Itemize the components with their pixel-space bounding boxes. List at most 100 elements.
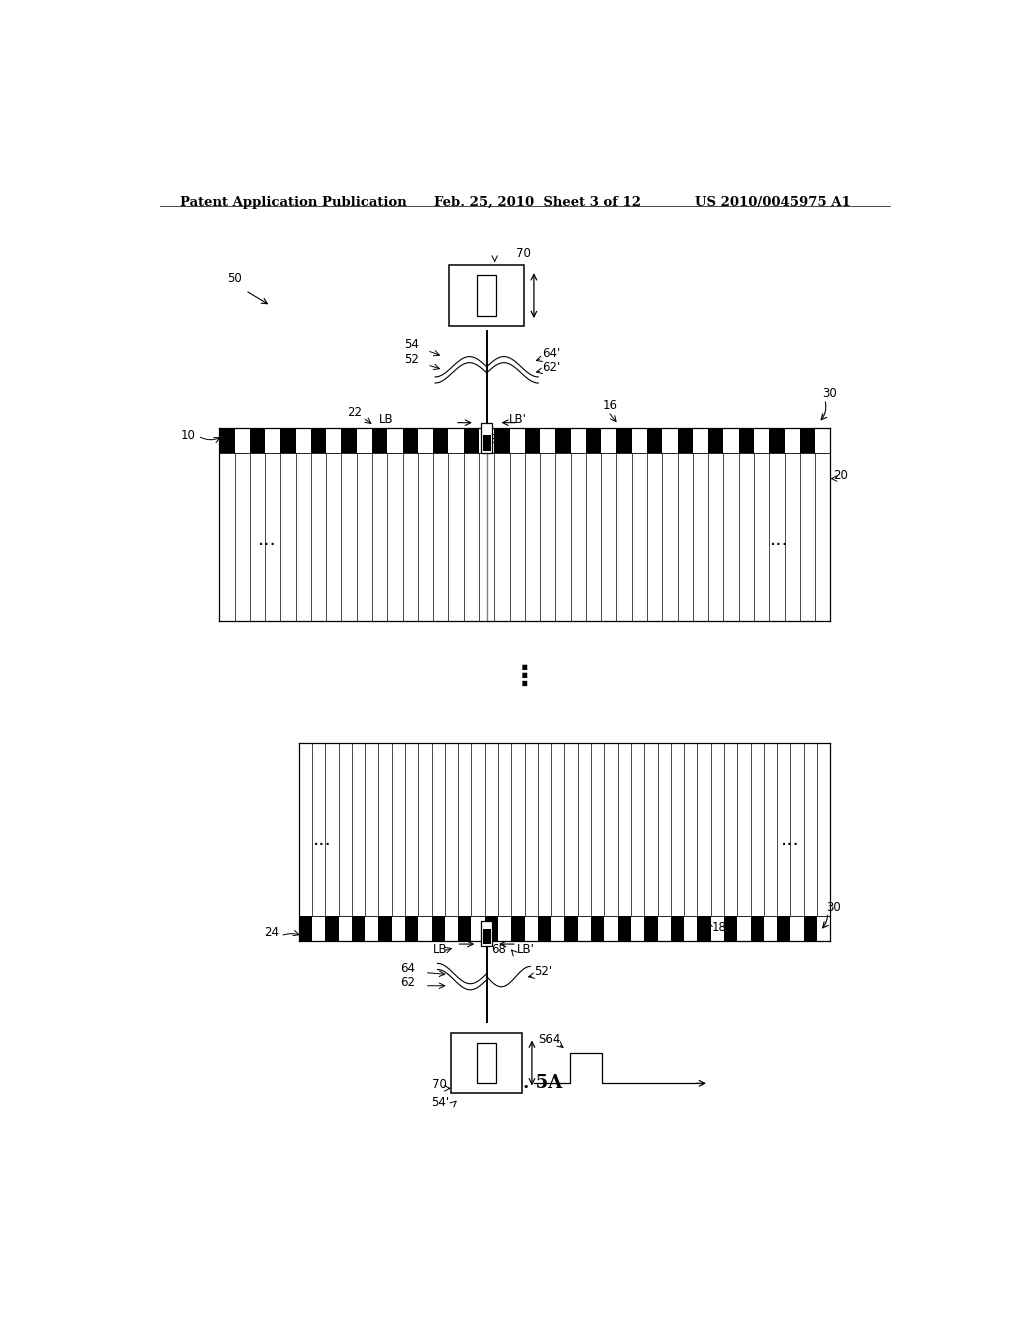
Text: 24: 24 <box>264 925 279 939</box>
Text: 52': 52' <box>535 965 553 978</box>
Bar <box>538 916 551 941</box>
Bar <box>671 916 684 941</box>
Bar <box>219 428 234 453</box>
Bar <box>311 428 327 453</box>
Bar <box>647 428 663 453</box>
Bar <box>444 916 458 941</box>
Bar <box>693 428 709 453</box>
Bar <box>586 428 601 453</box>
Bar <box>711 916 724 941</box>
Text: LB: LB <box>433 944 447 956</box>
Text: 70: 70 <box>516 247 531 260</box>
Bar <box>449 428 464 453</box>
Bar <box>737 916 751 941</box>
Bar <box>366 916 379 941</box>
Text: 70: 70 <box>432 1078 447 1092</box>
Bar <box>477 276 497 315</box>
Text: 52: 52 <box>404 352 419 366</box>
Text: S64: S64 <box>539 1032 561 1045</box>
Bar <box>339 916 352 941</box>
Text: LB: LB <box>379 413 393 425</box>
Text: Feb. 25, 2010  Sheet 3 of 12: Feb. 25, 2010 Sheet 3 of 12 <box>433 195 641 209</box>
Bar <box>791 916 804 941</box>
Text: 62': 62' <box>543 360 560 374</box>
Bar <box>764 916 777 941</box>
Bar <box>404 916 418 941</box>
Bar <box>481 921 493 946</box>
Bar <box>800 428 815 453</box>
Bar <box>564 916 578 941</box>
Bar <box>418 916 431 941</box>
Text: LB': LB' <box>517 944 535 956</box>
Bar <box>387 428 402 453</box>
Bar <box>769 428 784 453</box>
Bar <box>510 428 525 453</box>
Bar <box>372 428 387 453</box>
Text: 54': 54' <box>431 1096 450 1109</box>
Bar <box>451 1032 522 1093</box>
Text: ⋮: ⋮ <box>511 663 539 690</box>
Bar <box>524 916 538 941</box>
Bar <box>591 916 604 941</box>
Text: 30: 30 <box>826 900 841 913</box>
Text: 64': 64' <box>543 347 560 359</box>
Bar <box>617 916 631 941</box>
Text: 10: 10 <box>180 429 196 442</box>
Bar <box>616 428 632 453</box>
Bar <box>495 428 510 453</box>
Bar <box>482 434 490 451</box>
Bar <box>524 428 540 453</box>
Text: LB': LB' <box>509 413 526 425</box>
Text: 16: 16 <box>602 400 617 412</box>
Text: 68: 68 <box>482 433 498 446</box>
Bar <box>751 916 764 941</box>
Bar <box>402 428 418 453</box>
Bar <box>724 916 737 941</box>
Bar <box>312 916 326 941</box>
Bar <box>555 428 570 453</box>
Bar <box>484 916 498 941</box>
Bar <box>477 1043 497 1084</box>
Text: 64: 64 <box>400 961 416 974</box>
Bar <box>498 916 511 941</box>
Text: Patent Application Publication: Patent Application Publication <box>179 195 407 209</box>
Bar <box>327 428 341 453</box>
Bar <box>299 743 830 941</box>
Bar <box>784 428 800 453</box>
Bar <box>458 916 471 941</box>
Bar <box>663 428 678 453</box>
Bar <box>265 428 281 453</box>
Bar <box>684 916 697 941</box>
Bar <box>391 916 404 941</box>
Bar <box>804 916 817 941</box>
Bar <box>709 428 723 453</box>
Bar <box>540 428 555 453</box>
Bar <box>511 916 524 941</box>
Bar <box>578 916 591 941</box>
Text: 22: 22 <box>347 405 362 418</box>
Bar <box>449 265 524 326</box>
Bar <box>356 428 372 453</box>
Bar <box>464 428 479 453</box>
Text: ...: ... <box>257 531 276 549</box>
Bar <box>754 428 769 453</box>
Bar <box>777 916 791 941</box>
Bar <box>631 916 644 941</box>
Text: 68: 68 <box>490 944 506 956</box>
Bar <box>481 422 493 453</box>
Text: 20: 20 <box>833 469 848 482</box>
Bar <box>379 916 391 941</box>
Bar <box>418 428 433 453</box>
Bar <box>341 428 356 453</box>
Bar <box>482 929 490 944</box>
Bar <box>326 916 339 941</box>
Bar <box>471 916 484 941</box>
Bar <box>632 428 647 453</box>
Bar <box>604 916 617 941</box>
Bar <box>697 916 711 941</box>
Bar <box>738 428 754 453</box>
Text: ...: ... <box>769 531 788 549</box>
Text: ...: ... <box>313 830 332 849</box>
Bar <box>299 916 312 941</box>
Text: 30: 30 <box>822 387 838 400</box>
